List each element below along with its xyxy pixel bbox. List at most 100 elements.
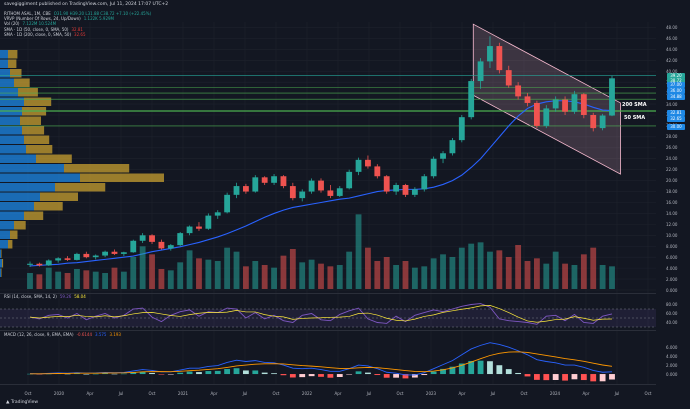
candle-body-down xyxy=(83,253,90,258)
macd-histogram-bar xyxy=(186,371,193,375)
candle-body-down xyxy=(280,176,287,187)
macd-histogram-bar xyxy=(468,360,475,375)
macd-line xyxy=(29,342,613,376)
volume-bar xyxy=(430,258,437,289)
price-tick: 8.000 xyxy=(666,243,678,249)
price-tick: 4.000 xyxy=(666,265,678,271)
vp-bar-down xyxy=(10,230,18,239)
candle-body-up xyxy=(120,252,127,254)
vp-bar-up xyxy=(0,268,1,277)
candle-body-up xyxy=(233,186,240,195)
vp-bar-up xyxy=(0,78,14,87)
macd-tick: 0.000 xyxy=(666,371,678,377)
volume-bar xyxy=(346,251,353,289)
volume-bar xyxy=(74,269,80,289)
time-tick: 2021 xyxy=(177,391,189,396)
candle-body-down xyxy=(524,96,531,103)
macd-value: 3.575 xyxy=(95,332,107,337)
volume-bar xyxy=(261,265,268,289)
candle-body-down xyxy=(580,94,587,115)
legend-row-sma200[interactable]: SMA · 1D (200, close, 0, SMA, 50) 32.65 xyxy=(4,32,151,37)
volume-bar xyxy=(383,257,390,289)
volume-bar xyxy=(487,251,493,289)
price-tick: 12.00 xyxy=(666,221,678,227)
candle-body-up xyxy=(27,263,33,265)
time-tick: Apr xyxy=(458,391,466,396)
volume-bar xyxy=(552,251,559,289)
candle-body-up xyxy=(224,194,231,213)
macd-histogram-bar xyxy=(205,371,212,375)
volume-bar xyxy=(242,266,249,289)
vp-bar-up xyxy=(0,59,8,68)
volume-bar xyxy=(196,258,202,289)
pane-divider[interactable] xyxy=(0,330,656,331)
candle-body-up xyxy=(299,191,306,199)
candle-body-up xyxy=(186,226,193,234)
volume-bar xyxy=(599,265,606,289)
candle-body-up xyxy=(543,108,550,126)
vp-bar-down xyxy=(8,50,18,59)
candle-body-up xyxy=(430,158,437,177)
vp-bar-down xyxy=(24,211,44,220)
sma50-annotation: 50 SMA xyxy=(624,115,646,121)
publish-header: savegiggiment published on TradingView.c… xyxy=(0,0,690,9)
vp-bar-down xyxy=(64,164,130,173)
price-tag: 30.00 xyxy=(667,124,685,130)
volume-bar xyxy=(458,247,465,289)
legend-row-vol[interactable]: Vol (20) 7.122M 10.524M xyxy=(4,21,151,26)
rsi-legend[interactable]: RSI (14, close, SMA, 14, 2) 59.26 58.04 xyxy=(4,294,86,299)
tradingview-logo[interactable]: ▲ TradingView xyxy=(6,400,38,405)
legend-row-symbol[interactable]: RITHOM ASAL, 1M, CBE O31.90 H39.20 L31.88… xyxy=(4,11,151,16)
volume-bar xyxy=(55,271,62,289)
candle-body-up xyxy=(308,180,315,192)
price-tag: 38.72 xyxy=(667,77,685,84)
candle-body-up xyxy=(177,233,184,246)
vp-bar-up xyxy=(0,135,24,144)
candle-body-up xyxy=(205,215,212,229)
price-tag: 36.00 xyxy=(667,87,685,94)
macd-label: MACD (12, 26, close, 9, EMA, EMA) xyxy=(4,332,74,337)
volume-bars xyxy=(27,214,615,289)
macd-histogram-bar xyxy=(496,365,503,375)
candle-body-down xyxy=(327,190,334,196)
macd-histogram-bar xyxy=(440,368,446,375)
price-tick: 0.000 xyxy=(666,287,678,293)
pane-divider[interactable] xyxy=(0,293,656,294)
candle-body-down xyxy=(149,235,155,242)
vp-bar-down xyxy=(1,268,2,277)
volume-bar xyxy=(374,261,381,289)
vp-bar-up xyxy=(0,50,8,59)
legend-values: 32.65 xyxy=(74,31,86,37)
candle-body-up xyxy=(92,255,99,258)
candle-body-down xyxy=(111,251,118,254)
candle-body-up xyxy=(487,46,493,62)
candle-body-up xyxy=(252,177,259,192)
macd-histogram-bar xyxy=(609,374,615,380)
legend-row-sma50[interactable]: SMA · 1D (50, close, 0, SMA, 50) 32.81 xyxy=(4,27,151,32)
candle-body-up xyxy=(411,189,418,195)
macd-histogram-bar xyxy=(365,372,371,375)
vp-bar-up xyxy=(0,211,24,220)
time-tick: Oct xyxy=(148,391,156,396)
time-tick: Apr xyxy=(210,391,218,396)
macd-histogram-bar xyxy=(599,374,606,382)
macd-histogram-bar xyxy=(158,374,165,375)
candle-body-up xyxy=(271,176,277,183)
candle-body-up xyxy=(552,99,559,109)
candle-body-down xyxy=(505,70,512,86)
time-tick: 2023 xyxy=(425,391,437,396)
price-tag: 34.88 xyxy=(667,93,685,100)
legend-values: 32.81 xyxy=(71,26,83,32)
candle-body-up xyxy=(449,140,456,154)
pane-divider[interactable] xyxy=(0,384,656,385)
legend-row-vrvp[interactable]: VRVP (Number Of Rows, 24, Up/Down) 1.122K… xyxy=(4,16,151,21)
volume-bar xyxy=(111,267,118,289)
vp-bar-down xyxy=(18,88,38,97)
candle-body-up xyxy=(421,176,428,190)
legend-values: 7.122M 10.524M xyxy=(22,21,57,27)
volume-bar xyxy=(252,261,259,289)
vp-bar-down xyxy=(22,126,45,135)
price-tag: 37.00 xyxy=(667,82,685,89)
macd-legend[interactable]: MACD (12, 26, close, 9, EMA, EMA) -0.6144… xyxy=(4,332,121,337)
